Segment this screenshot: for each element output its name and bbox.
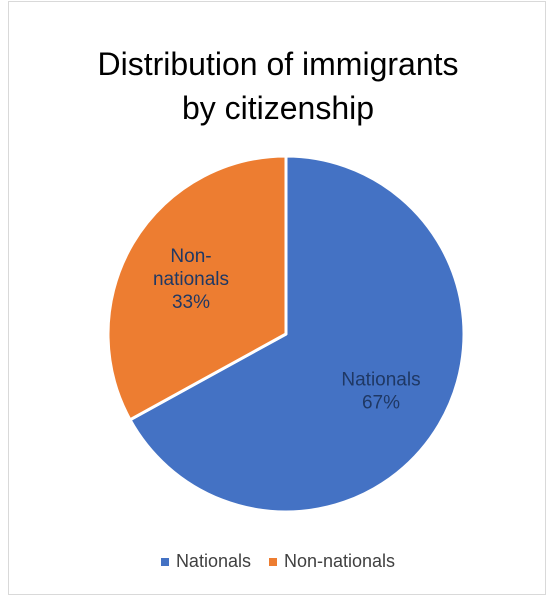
pie-slices: [106, 154, 466, 514]
chart-title: Distribution of immigrants by citizenshi…: [0, 42, 556, 130]
legend: Nationals Non-nationals: [0, 551, 556, 572]
pie-label-nationals: Nationals 67%: [341, 370, 420, 414]
pie-label-line: nationals: [153, 269, 229, 290]
pie-slice-non-nationals[interactable]: [106, 154, 288, 422]
pie-label-line: Non-: [170, 246, 211, 267]
legend-item-non-nationals[interactable]: Non-nationals: [268, 551, 396, 572]
pie-labels: Nationals 67% Non-nationals 33%: [153, 246, 421, 414]
pie-label-line: 67%: [362, 393, 400, 414]
chart-title-line-1: Distribution of immigrants: [97, 46, 459, 82]
pie-label-non-nationals: Non-nationals 33%: [153, 246, 229, 313]
pie-label-line: 33%: [172, 292, 210, 313]
pie-label-line: Nationals: [341, 370, 420, 391]
legend-label-non-nationals: Non-nationals: [283, 551, 396, 571]
legend-swatch-non-nationals: [268, 557, 277, 566]
legend-item-nationals[interactable]: Nationals: [160, 551, 251, 572]
pie-slice-nationals[interactable]: [128, 154, 466, 514]
legend-swatch-nationals: [160, 557, 169, 566]
legend-label-nationals: Nationals: [175, 551, 251, 571]
chart-title-line-2: by citizenship: [181, 90, 375, 126]
